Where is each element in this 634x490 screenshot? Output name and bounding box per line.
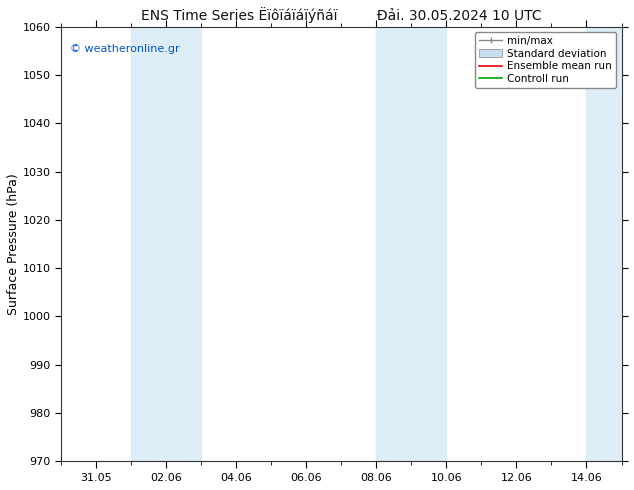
Title: ENS Time Series Ëïôïáïáïýñáï         Đải. 30.05.2024 10 UTC: ENS Time Series Ëïôïáïáïýñáï Đải. 30.05.… bbox=[141, 7, 541, 23]
Bar bbox=[131, 27, 202, 461]
Bar bbox=[586, 27, 621, 461]
Text: © weatheronline.gr: © weatheronline.gr bbox=[70, 44, 179, 54]
Bar bbox=[377, 27, 446, 461]
Legend: min/max, Standard deviation, Ensemble mean run, Controll run: min/max, Standard deviation, Ensemble me… bbox=[475, 32, 616, 88]
Y-axis label: Surface Pressure (hPa): Surface Pressure (hPa) bbox=[7, 173, 20, 315]
